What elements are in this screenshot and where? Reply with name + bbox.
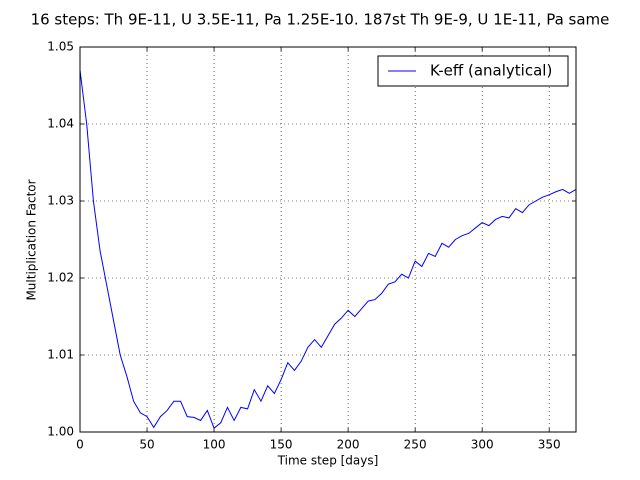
y-tick-label: 1.05	[47, 40, 74, 54]
x-tick-label: 200	[337, 438, 360, 452]
y-tick-label: 1.02	[47, 271, 74, 285]
y-axis-label: Multiplication Factor	[25, 179, 39, 300]
x-tick-label: 250	[404, 438, 427, 452]
chart-title: 16 steps: Th 9E-11, U 3.5E-11, Pa 1.25E-…	[31, 11, 610, 29]
y-tick-label: 1.00	[47, 425, 74, 439]
data-line	[79, 70, 577, 429]
x-tick-label: 300	[471, 438, 494, 452]
x-tick-label: 100	[203, 438, 226, 452]
x-tick-label: 50	[139, 438, 154, 452]
x-axis-label: Time step [days]	[277, 454, 379, 468]
x-tick-label: 150	[270, 438, 293, 452]
x-tick-label: 0	[76, 438, 84, 452]
y-tick-label: 1.03	[47, 194, 74, 208]
plot-frame	[79, 46, 577, 433]
legend-label: K-eff (analytical)	[430, 62, 552, 80]
y-tick-label: 1.01	[47, 348, 74, 362]
x-tick-label: 350	[538, 438, 561, 452]
y-tick-label: 1.04	[47, 117, 74, 131]
